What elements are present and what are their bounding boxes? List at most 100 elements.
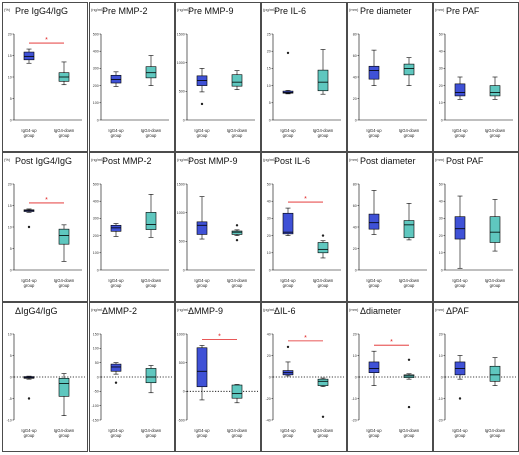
x-group-label: IgG4-down <box>141 428 162 433</box>
chart-panel: (ng/mL) Post MMP-2 0 100 200 300 400 500 IgG4-up… <box>89 152 175 302</box>
y-tick-label: 20 <box>439 84 443 88</box>
y-unit-label: (mm) <box>349 157 359 162</box>
chart-panel: (pg/mL) ΔIL-6 -40 -20 0 20 40 IgG4-up group IgG4-… <box>261 302 347 452</box>
y-tick-label: 30 <box>439 217 443 221</box>
y-tick-label: -10 <box>352 397 357 401</box>
y-unit-label: (ng/mL) <box>91 7 105 12</box>
y-tick-label: 0 <box>355 268 357 272</box>
x-group-label: group <box>404 433 415 438</box>
chart-title: ΔIL-6 <box>274 306 296 316</box>
y-tick-label: 50 <box>439 32 443 36</box>
outlier-point <box>286 51 290 55</box>
y-tick-label: 15 <box>8 204 12 208</box>
x-group-label: IgG4-up <box>21 128 37 133</box>
x-group-label: IgG4-down <box>54 278 75 283</box>
x-group-label: group <box>490 433 501 438</box>
chart-title: ΔMMP-9 <box>188 306 223 316</box>
panel-frame <box>261 2 347 152</box>
x-group-label: IgG4-up <box>21 428 37 433</box>
y-unit-label: (mm) <box>435 307 445 312</box>
y-tick-label: -500 <box>178 418 185 422</box>
y-tick-label: 20 <box>439 234 443 238</box>
chart-title: ΔIgG4/IgG <box>15 306 58 316</box>
y-tick-label: 0 <box>441 118 443 122</box>
y-tick-label: -100 <box>92 404 99 408</box>
box-igg4-down <box>58 228 70 245</box>
chart-panel: (mm) Δdiameter -20 -10 0 10 20 IgG4-up group IgG4… <box>347 302 433 452</box>
chart-title: ΔMMP-2 <box>102 306 137 316</box>
x-group-label: group <box>404 283 415 288</box>
outlier-point <box>458 397 462 400</box>
panel-frame <box>89 2 175 152</box>
y-unit-label: (mm) <box>349 7 359 12</box>
x-group-label: IgG4-up <box>108 428 124 433</box>
chart-svg: (ng/mL)ΔMMP-9-50005001000IgG4-upgroupIgG… <box>175 302 261 452</box>
y-tick-label: 40 <box>267 200 271 204</box>
chart-panel: (ng/mL) Post MMP-9 0 500 1000 1500 IgG4-up grou… <box>175 152 261 302</box>
y-tick-label: 20 <box>8 32 12 36</box>
panel-frame <box>2 2 88 152</box>
box-igg4-down <box>317 242 329 254</box>
box-igg4-up <box>368 65 380 80</box>
y-tick-label: 20 <box>353 247 357 251</box>
y-tick-label: 0 <box>355 118 357 122</box>
y-tick-label: 400 <box>93 200 99 204</box>
x-group-label: IgG4-down <box>141 278 162 283</box>
chart-svg: (%) Post IgG4/IgG05101520IgG4-upgroupIgG4… <box>2 152 88 302</box>
box-igg4-down <box>231 384 243 399</box>
panel-frame <box>433 152 519 302</box>
chart-svg: (mm) Post diameter020406080IgG4-upgroupIg… <box>347 152 433 302</box>
y-tick-label: 5 <box>10 247 12 251</box>
box-igg4-down <box>231 74 243 87</box>
y-tick-label: 500 <box>179 361 185 365</box>
x-group-label: group <box>232 133 243 138</box>
x-group-label: group <box>146 133 157 138</box>
y-tick-label: 0 <box>97 118 99 122</box>
x-group-label: IgG4-down <box>313 278 334 283</box>
chart-title: Pre diameter <box>360 6 412 16</box>
significance-asterisk: * <box>304 196 307 203</box>
box-igg4-up <box>110 224 122 232</box>
x-group-label: group <box>455 283 466 288</box>
x-group-label: IgG4-up <box>194 128 210 133</box>
y-tick-label: 10 <box>8 332 12 336</box>
y-tick-label: 400 <box>93 50 99 54</box>
chart-panel: (mm) ΔPAF -20 -10 0 10 20 IgG4-up group IgG4-down… <box>433 302 519 452</box>
x-group-label: IgG4-down <box>54 128 75 133</box>
outlier-point <box>235 238 239 242</box>
box-igg4-up <box>368 213 380 230</box>
y-unit-label: (ng/mL) <box>177 7 191 12</box>
box-igg4-up <box>23 51 35 61</box>
chart-panel: (pg/mL) Pre IL-6 0 5 10 15 20 25 IgG4-up group IgG… <box>261 2 347 152</box>
chart-title: Post IgG4/IgG <box>15 156 72 166</box>
x-group-label: group <box>197 133 208 138</box>
x-group-label: IgG4-up <box>452 278 468 283</box>
x-group-label: group <box>490 133 501 138</box>
x-group-label: group <box>404 133 415 138</box>
y-unit-label: (ng/mL) <box>91 157 105 162</box>
y-unit-label: (ng/mL) <box>91 307 105 312</box>
y-tick-label: 20 <box>267 354 271 358</box>
y-unit-label: (ng/mL) <box>177 157 191 162</box>
chart-panel: (mm) Pre diameter 0 20 40 60 80 IgG4-up group IgG… <box>347 2 433 152</box>
x-group-label: IgG4-down <box>54 428 75 433</box>
x-group-label: group <box>24 433 35 438</box>
y-tick-label: 20 <box>267 50 271 54</box>
box-igg4-down <box>58 377 70 397</box>
y-tick-label: 1000 <box>177 332 185 336</box>
y-tick-label: 0 <box>269 268 271 272</box>
box-igg4-down <box>403 220 415 239</box>
x-group-label: group <box>24 283 35 288</box>
y-tick-label: 30 <box>267 217 271 221</box>
y-tick-label: 0 <box>10 375 12 379</box>
y-tick-label: 0 <box>183 268 185 272</box>
chart-svg: (ng/mL)ΔMMP-2 -150 -100 -50 0 50 100 150 IgG4-up… <box>89 302 175 452</box>
box-igg4-down <box>317 69 329 92</box>
chart-svg: (mm) ΔPAF-20-1001020IgG4-upgroupIgG4-down… <box>433 302 519 452</box>
y-tick-label: 0 <box>10 118 12 122</box>
x-group-label: group <box>146 283 157 288</box>
x-group-label: group <box>283 133 294 138</box>
box-igg4-up <box>110 363 122 372</box>
outlier-point <box>407 405 411 409</box>
y-tick-label: 1000 <box>177 211 185 215</box>
